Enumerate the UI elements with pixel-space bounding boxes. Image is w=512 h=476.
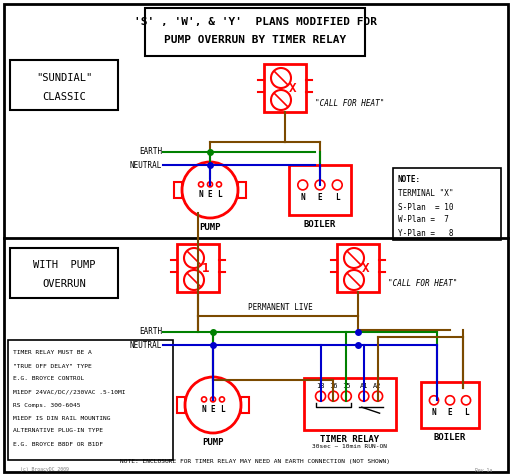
Text: 18: 18 bbox=[316, 383, 325, 389]
Text: N: N bbox=[301, 193, 305, 202]
Text: A2: A2 bbox=[373, 383, 382, 389]
Text: L: L bbox=[217, 190, 221, 199]
Text: 'S' , 'W', & 'Y'  PLANS MODIFIED FOR: 'S' , 'W', & 'Y' PLANS MODIFIED FOR bbox=[134, 17, 376, 27]
Text: PUMP: PUMP bbox=[199, 223, 221, 232]
Text: "SUNDIAL": "SUNDIAL" bbox=[36, 73, 92, 83]
Text: CLASSIC: CLASSIC bbox=[42, 92, 86, 102]
Bar bbox=[337, 244, 379, 292]
Text: RS Comps. 300-6045: RS Comps. 300-6045 bbox=[13, 403, 80, 407]
Bar bbox=[264, 64, 306, 112]
Text: M1EDF 24VAC/DC//230VAC .5-10MI: M1EDF 24VAC/DC//230VAC .5-10MI bbox=[13, 389, 125, 395]
Bar bbox=[145, 8, 365, 56]
Text: 15: 15 bbox=[342, 383, 351, 389]
Text: ALTERNATIVE PLUG-IN TYPE: ALTERNATIVE PLUG-IN TYPE bbox=[13, 428, 103, 434]
Bar bbox=[393, 168, 501, 240]
Text: "CALL FOR HEAT": "CALL FOR HEAT" bbox=[315, 99, 385, 109]
Bar bbox=[10, 248, 118, 298]
Text: BOILER: BOILER bbox=[434, 434, 466, 442]
Text: NOTE:: NOTE: bbox=[398, 176, 421, 185]
Text: E.G. BROYCE B8DF OR B1DF: E.G. BROYCE B8DF OR B1DF bbox=[13, 442, 103, 446]
Text: (c) BroacyDC 2009: (c) BroacyDC 2009 bbox=[20, 467, 69, 473]
Text: L: L bbox=[335, 193, 339, 202]
Text: W-Plan =  7: W-Plan = 7 bbox=[398, 216, 449, 225]
Text: X: X bbox=[362, 261, 370, 275]
Text: OVERRUN: OVERRUN bbox=[42, 279, 86, 289]
Bar bbox=[289, 165, 351, 215]
Text: 1: 1 bbox=[202, 261, 210, 275]
Text: NEUTRAL: NEUTRAL bbox=[130, 160, 162, 169]
Text: NOTE: ENCLOSURE FOR TIMER RELAY MAY NEED AN EARTH CONNECTION (NOT SHOWN): NOTE: ENCLOSURE FOR TIMER RELAY MAY NEED… bbox=[120, 459, 390, 465]
Text: E: E bbox=[317, 193, 323, 202]
Bar bbox=[177, 397, 185, 413]
Bar bbox=[177, 244, 219, 292]
Text: N: N bbox=[432, 408, 436, 417]
Bar bbox=[8, 340, 173, 460]
Bar bbox=[10, 60, 118, 110]
Bar bbox=[421, 382, 479, 428]
Text: E: E bbox=[447, 408, 452, 417]
Text: EARTH: EARTH bbox=[139, 327, 162, 337]
Text: A1: A1 bbox=[359, 383, 368, 389]
Text: N: N bbox=[199, 190, 203, 199]
Text: Y-Plan =   8: Y-Plan = 8 bbox=[398, 228, 454, 238]
Text: E: E bbox=[210, 405, 216, 414]
Text: NEUTRAL: NEUTRAL bbox=[130, 340, 162, 349]
Text: WITH  PUMP: WITH PUMP bbox=[33, 260, 95, 270]
Text: TIMER RELAY MUST BE A: TIMER RELAY MUST BE A bbox=[13, 350, 92, 356]
Text: N: N bbox=[202, 405, 206, 414]
Text: "TRUE OFF DELAY" TYPE: "TRUE OFF DELAY" TYPE bbox=[13, 364, 92, 368]
Bar bbox=[304, 378, 396, 430]
Bar bbox=[241, 397, 249, 413]
Text: BOILER: BOILER bbox=[304, 220, 336, 229]
Text: 16: 16 bbox=[329, 383, 338, 389]
Bar bbox=[238, 182, 246, 198]
Text: L: L bbox=[220, 405, 224, 414]
Text: PUMP OVERRUN BY TIMER RELAY: PUMP OVERRUN BY TIMER RELAY bbox=[164, 35, 346, 45]
Bar bbox=[174, 182, 182, 198]
Text: L: L bbox=[464, 408, 468, 417]
Text: PERMANENT LIVE: PERMANENT LIVE bbox=[248, 304, 312, 313]
Text: E.G. BROYCE CONTROL: E.G. BROYCE CONTROL bbox=[13, 377, 84, 381]
Text: 30sec ~ 10min RUN-ON: 30sec ~ 10min RUN-ON bbox=[312, 444, 388, 449]
Text: PUMP: PUMP bbox=[202, 438, 224, 447]
Text: M1EDF IS DIN RAIL MOUNTING: M1EDF IS DIN RAIL MOUNTING bbox=[13, 416, 111, 420]
Text: EARTH: EARTH bbox=[139, 148, 162, 157]
Text: TIMER RELAY: TIMER RELAY bbox=[321, 435, 379, 444]
Text: Rev 1a: Rev 1a bbox=[475, 467, 492, 473]
Text: X: X bbox=[289, 81, 297, 95]
Text: TERMINAL "X": TERMINAL "X" bbox=[398, 189, 454, 198]
Text: S-Plan  = 10: S-Plan = 10 bbox=[398, 202, 454, 211]
Text: "CALL FOR HEAT": "CALL FOR HEAT" bbox=[388, 279, 457, 288]
Text: E: E bbox=[208, 190, 212, 199]
